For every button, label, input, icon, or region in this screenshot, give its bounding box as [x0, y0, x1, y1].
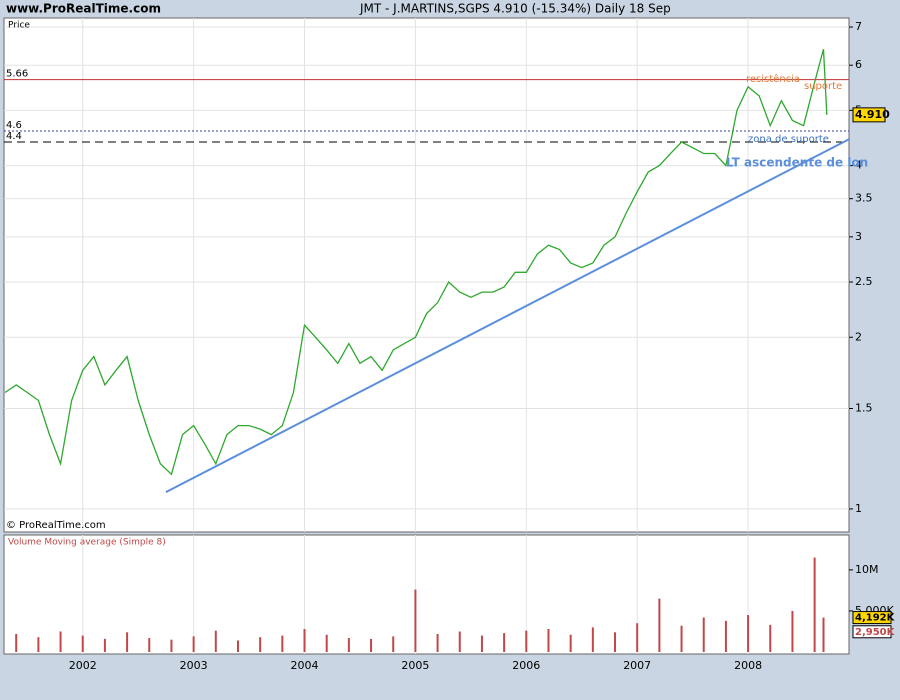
annotation: resistência [746, 73, 800, 85]
volume-bar [525, 630, 528, 652]
value-tag [852, 625, 892, 639]
volume-bar [822, 617, 825, 652]
volume-bar [170, 639, 173, 652]
price-panel [3, 17, 850, 533]
volume-bar [214, 630, 217, 652]
value-tag-label: 4,192K [855, 613, 896, 624]
volume-bar [658, 598, 661, 652]
volume-bar [414, 589, 417, 652]
y-tick-label: 2 [855, 330, 862, 343]
volume-bar [813, 557, 816, 652]
x-tick-label: 2002 [69, 659, 97, 672]
level-label: 4.6 [6, 120, 22, 131]
volume-bar [37, 637, 40, 652]
y-tick-label: 1 [855, 502, 862, 515]
volume-bar [59, 631, 62, 652]
level-label: 5.66 [6, 69, 28, 80]
volume-bar [126, 632, 129, 652]
volume-title: Volume Moving average (Simple 8) [8, 538, 166, 548]
x-tick-label: 2003 [180, 659, 208, 672]
volume-bar [392, 636, 395, 652]
volume-bar [347, 638, 350, 652]
volume-panel [3, 534, 850, 655]
x-tick-label: 2008 [734, 659, 762, 672]
volume-bar [103, 638, 106, 652]
volume-bar [636, 623, 639, 652]
x-tick-label: 2007 [623, 659, 651, 672]
copyright: © ProRealTime.com [6, 520, 106, 531]
price-line [4, 49, 828, 476]
last-price-tag [852, 107, 886, 123]
volume-bar [458, 631, 461, 652]
volume-bar [303, 629, 306, 652]
x-tick-label: 2006 [512, 659, 540, 672]
site: www.ProRealTime.com [6, 2, 161, 16]
x-tick-label: 2004 [291, 659, 319, 672]
volume-bar [547, 629, 550, 652]
y-tick-label: 3.5 [855, 192, 873, 205]
y-tick-label: 3 [855, 230, 862, 243]
annotation: zona de suporte [748, 134, 829, 145]
volume-bar [724, 620, 727, 652]
volume-bar [569, 634, 572, 652]
title: JMT - J.MARTINS,SGPS 4.910 (-15.34%) Dai… [359, 2, 671, 16]
volume-bar [614, 632, 617, 652]
volume-bar [702, 617, 705, 652]
volume-bar [436, 633, 439, 652]
volume-bar [680, 625, 683, 652]
volume-bar [370, 638, 373, 652]
y-tick-label: 2.5 [855, 275, 873, 288]
volume-bar [769, 624, 772, 652]
volume-bar [236, 640, 239, 652]
volume-bar [148, 638, 151, 652]
volume-bar [591, 627, 594, 652]
x-tick-label: 2005 [401, 659, 429, 672]
trendline [165, 138, 850, 494]
y-tick-label: 6 [855, 58, 862, 71]
volume-bar [325, 634, 328, 652]
annotation: LT ascendente de lon [726, 156, 868, 170]
y-tick-label: 4 [855, 159, 862, 172]
volume-bar [480, 635, 483, 652]
volume-bar [81, 635, 84, 652]
volume-bar [791, 610, 794, 652]
annotation: suporte [804, 81, 842, 92]
volume-bar [192, 636, 195, 652]
price-label: Price [8, 21, 30, 31]
volume-bar [259, 637, 262, 652]
level-label: 4.4 [6, 131, 22, 142]
value-tag [852, 611, 892, 625]
volume-bar [281, 635, 284, 652]
y-tick-label: 7 [855, 20, 862, 33]
y-tick-label: 1.5 [855, 402, 873, 415]
last-price-label: 4.910 [855, 108, 890, 121]
volume-bar [503, 633, 506, 652]
value-tag-label: 2,950K [855, 627, 896, 638]
y-tick-label: 10M [855, 563, 879, 576]
volume-bar [747, 615, 750, 652]
volume-bar [15, 633, 18, 652]
